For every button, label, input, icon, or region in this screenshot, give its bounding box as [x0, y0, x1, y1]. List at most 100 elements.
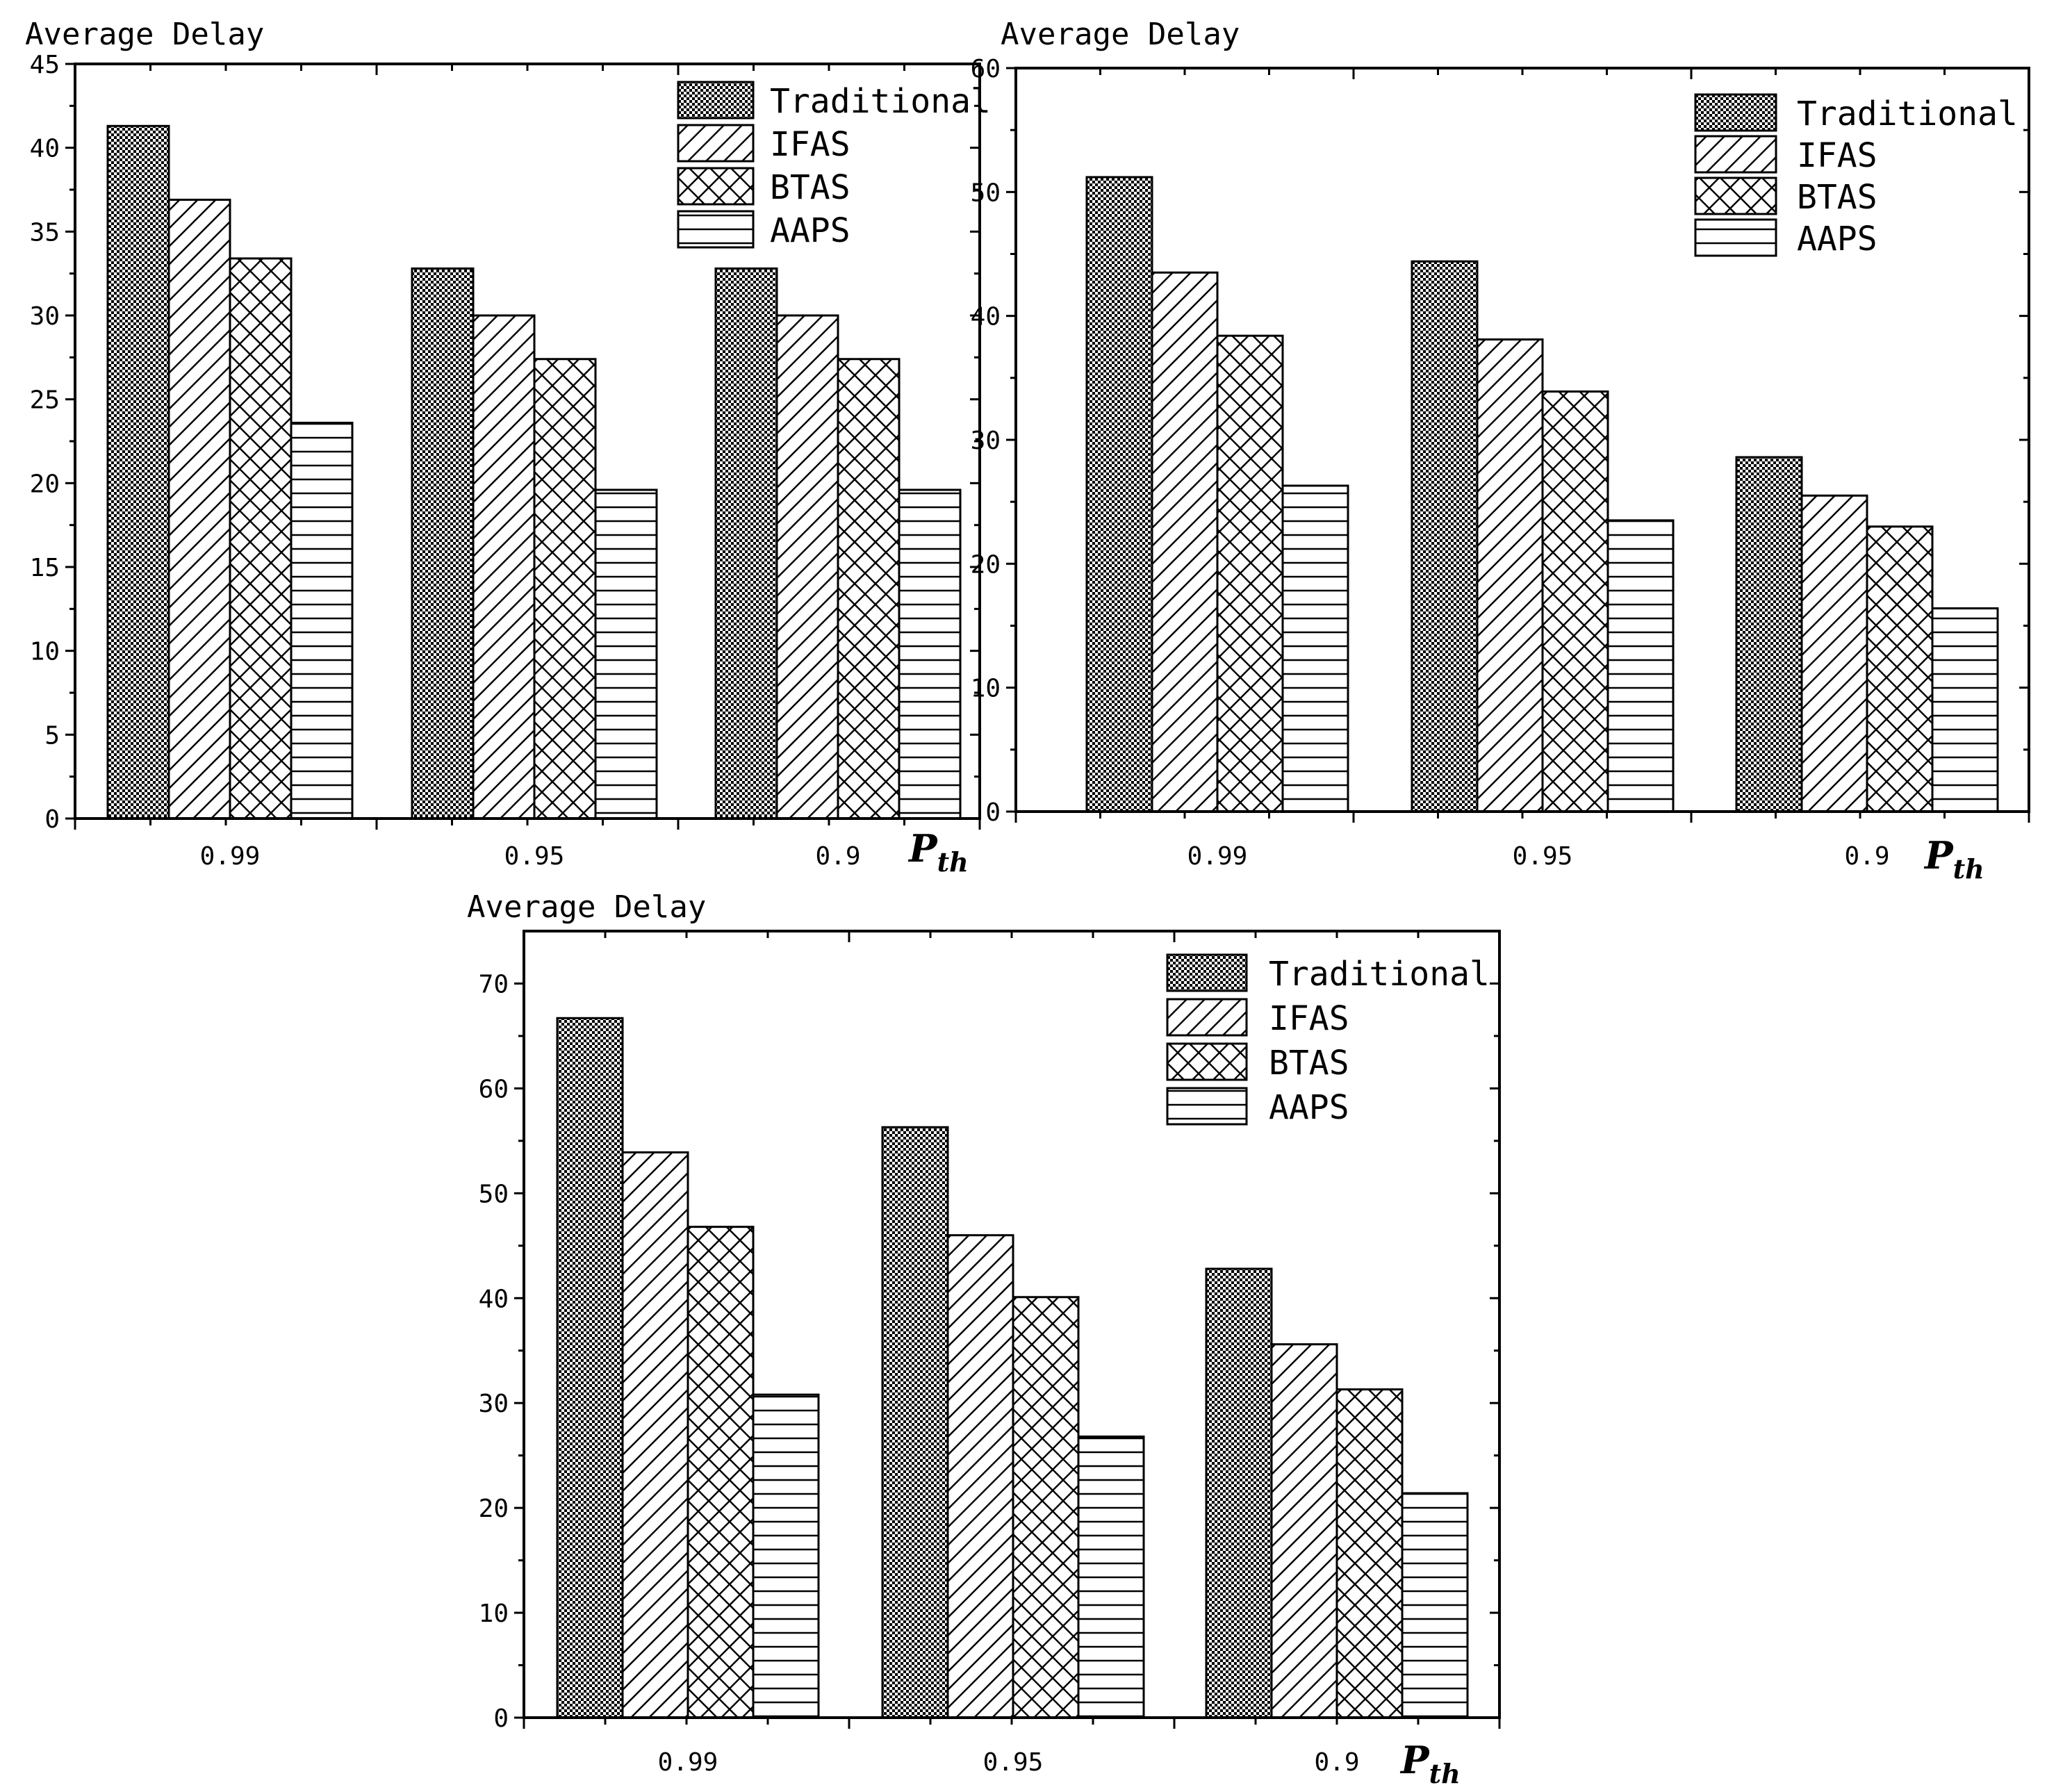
y-tick-label: 70: [479, 970, 509, 998]
bar-ifas-0_99: [1151, 271, 1219, 813]
bar-ifas-0_99: [621, 1151, 689, 1719]
bar-aaps-0_99: [1281, 484, 1349, 813]
y-tick-label: 10: [479, 1600, 509, 1628]
y-tick-label: 20: [479, 1495, 509, 1523]
x-category-label: 0.95: [1513, 842, 1573, 871]
y-axis-title: Average Delay: [25, 17, 264, 52]
y-tick-label: 50: [971, 179, 1001, 207]
bar-traditional-0_95: [1411, 260, 1479, 813]
y-tick-label: 45: [30, 51, 60, 79]
bar-btas-0_9: [1335, 1388, 1404, 1719]
bar-traditional-0_95: [881, 1126, 949, 1719]
x-category-label: 0.9: [1314, 1748, 1359, 1777]
bar-aaps-0_95: [1606, 519, 1675, 813]
y-tick-label: 10: [30, 638, 60, 666]
y-tick-label: 40: [30, 135, 60, 163]
legend-swatch-btas: [677, 167, 755, 206]
legend-swatch-aaps: [1166, 1087, 1248, 1126]
bar-traditional-0_99: [1085, 176, 1153, 813]
y-tick-label: 5: [44, 721, 60, 750]
bar-traditional-0_99: [106, 124, 170, 820]
legend-swatch-ifas: [1694, 135, 1777, 174]
bar-btas-0_95: [533, 358, 597, 820]
x-category-label: 0.95: [983, 1748, 1044, 1777]
y-tick-label: 60: [971, 55, 1001, 83]
legend-label-aaps: AAPS: [1797, 220, 1877, 258]
bar-aaps-0_9: [898, 488, 962, 820]
y-tick-label: 35: [30, 218, 60, 247]
bar-ifas-0_95: [946, 1234, 1014, 1719]
x-axis-title: Pth: [1923, 833, 1984, 885]
legend-label-ifas: IFAS: [1797, 136, 1877, 175]
bar-btas-0_9: [837, 358, 901, 820]
bar-ifas-0_99: [167, 198, 231, 820]
legend-label-ifas: IFAS: [1269, 999, 1349, 1038]
y-tick-label: 40: [971, 303, 1001, 331]
bar-traditional-0_9: [1205, 1267, 1273, 1719]
bar-ifas-0_9: [1800, 494, 1868, 813]
y-tick-label: 10: [971, 675, 1001, 703]
legend-label-aaps: AAPS: [770, 211, 850, 250]
x-category-label: 0.99: [200, 842, 261, 871]
bar-aaps-0_99: [752, 1393, 820, 1719]
legend-swatch-traditional: [1694, 93, 1777, 132]
legend-swatch-aaps: [1694, 218, 1777, 257]
y-tick-label: 40: [479, 1285, 509, 1313]
y-tick-label: 20: [30, 470, 60, 498]
y-tick-label: 60: [479, 1075, 509, 1103]
y-tick-label: 20: [971, 550, 1001, 579]
legend-label-btas: BTAS: [1269, 1044, 1349, 1083]
x-axis-title: Pth: [907, 826, 969, 878]
bar-ifas-0_9: [1270, 1343, 1338, 1719]
x-category-label: 0.9: [1844, 842, 1889, 871]
bar-btas-0_95: [1541, 390, 1609, 813]
bar-ifas-0_95: [1476, 338, 1544, 813]
bar-btas-0_95: [1012, 1296, 1080, 1719]
x-category-label: 0.95: [504, 842, 565, 871]
legend-label-traditional: Traditional: [1797, 94, 2018, 133]
bar-btas-0_9: [1866, 525, 1934, 813]
y-tick-label: 0: [985, 798, 1001, 827]
chart-panel-top-left: Average Delay 0 5 10 15 20 25 30 35 40 45 0.99 0.95 0…: [25, 17, 991, 878]
bar-traditional-0_9: [714, 267, 778, 820]
legend-swatch-aaps: [677, 210, 755, 249]
bar-aaps-0_99: [290, 421, 354, 820]
legend-swatch-btas: [1166, 1042, 1248, 1081]
legend-label-btas: BTAS: [770, 168, 850, 207]
x-category-label: 0.9: [815, 842, 860, 871]
bar-btas-0_99: [687, 1226, 755, 1719]
bar-btas-0_99: [229, 257, 293, 820]
bar-aaps-0_95: [1077, 1435, 1145, 1719]
legend-label-ifas: IFAS: [770, 125, 850, 164]
bar-btas-0_99: [1216, 334, 1284, 813]
y-tick-label: 30: [479, 1390, 509, 1418]
chart-panel-bottom: Average Delay 0 10 20 30 40 50 60 70 0.99 0.95 0.9 P…: [467, 889, 1501, 1789]
legend-label-traditional: Traditional: [770, 82, 991, 121]
x-category-label: 0.99: [658, 1748, 718, 1777]
bar-traditional-0_95: [411, 267, 475, 820]
y-tick-label: 15: [30, 554, 60, 582]
y-tick-label: 0: [44, 805, 60, 834]
y-axis-title: Average Delay: [467, 889, 706, 925]
bar-ifas-0_95: [472, 314, 536, 820]
y-tick-label: 25: [30, 386, 60, 415]
legend-label-traditional: Traditional: [1269, 955, 1490, 994]
y-axis-title: Average Delay: [1001, 17, 1240, 52]
bar-traditional-0_99: [556, 1017, 624, 1719]
legend-label-btas: BTAS: [1797, 178, 1877, 217]
bar-ifas-0_9: [775, 314, 839, 820]
legend-swatch-traditional: [1166, 953, 1248, 992]
bar-aaps-0_9: [1401, 1492, 1469, 1719]
bar-aaps-0_95: [594, 488, 658, 820]
y-tick-label: 50: [479, 1180, 509, 1208]
x-category-label: 0.99: [1187, 842, 1248, 871]
chart-panel-top-right: Average Delay 0 10 20 30 40 50 60 0.99 0.95 0.9 Pth…: [971, 17, 2030, 885]
bar-aaps-0_9: [1931, 607, 1999, 813]
legend-label-aaps: AAPS: [1269, 1088, 1349, 1127]
bar-traditional-0_9: [1735, 456, 1803, 813]
legend-swatch-ifas: [1166, 998, 1248, 1037]
y-tick-label: 30: [971, 427, 1001, 455]
legend-swatch-traditional: [677, 81, 755, 120]
x-axis-title: Pth: [1399, 1738, 1461, 1789]
